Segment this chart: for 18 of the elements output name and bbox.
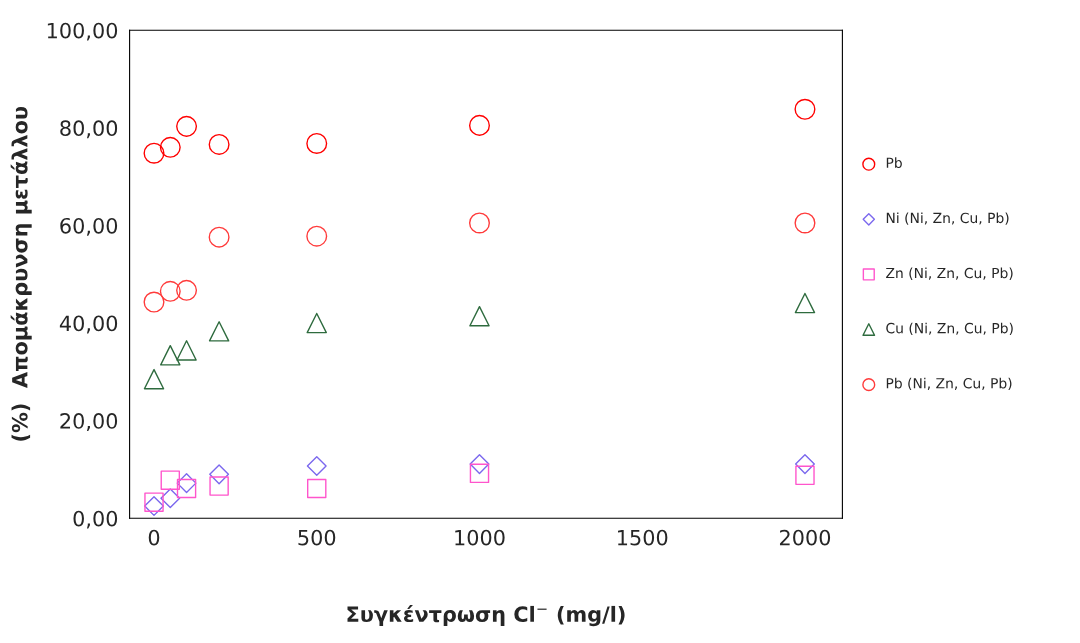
legend-label: Ni (Ni, Zn, Cu, Pb) — [886, 212, 1009, 225]
legend-label: Zn (Ni, Zn, Cu, Pb) — [886, 267, 1013, 280]
x-tick-label: 1000 — [455, 529, 505, 546]
x-tick-label: 0 — [148, 529, 160, 546]
y-tick-label: 80,00 — [60, 120, 118, 139]
y-tick-label: 40,00 — [59, 315, 118, 334]
y-tick-label: 100,00 — [47, 22, 118, 41]
x-tick-label: 1500 — [618, 529, 668, 546]
legend-label: Pb (Ni, Zn, Cu, Pb) — [886, 377, 1012, 391]
x-tick-label: 2000 — [779, 529, 831, 546]
y-axis-title: (%) Απομάκρυνση μετάλλου — [10, 106, 32, 441]
x-tick-label: 500 — [298, 529, 336, 546]
y-tick-label: 20,00 — [60, 413, 118, 431]
y-tick-label: 0,00 — [73, 510, 118, 529]
legend-label: Pb — [886, 157, 902, 169]
legend-label: Cu (Ni, Zn, Cu, Pb) — [886, 322, 1013, 336]
x-axis-title: Συγκέντρωση Cl$^{−}$ (mg/l) — [347, 605, 625, 627]
y-tick-label: 60,00 — [60, 217, 118, 236]
